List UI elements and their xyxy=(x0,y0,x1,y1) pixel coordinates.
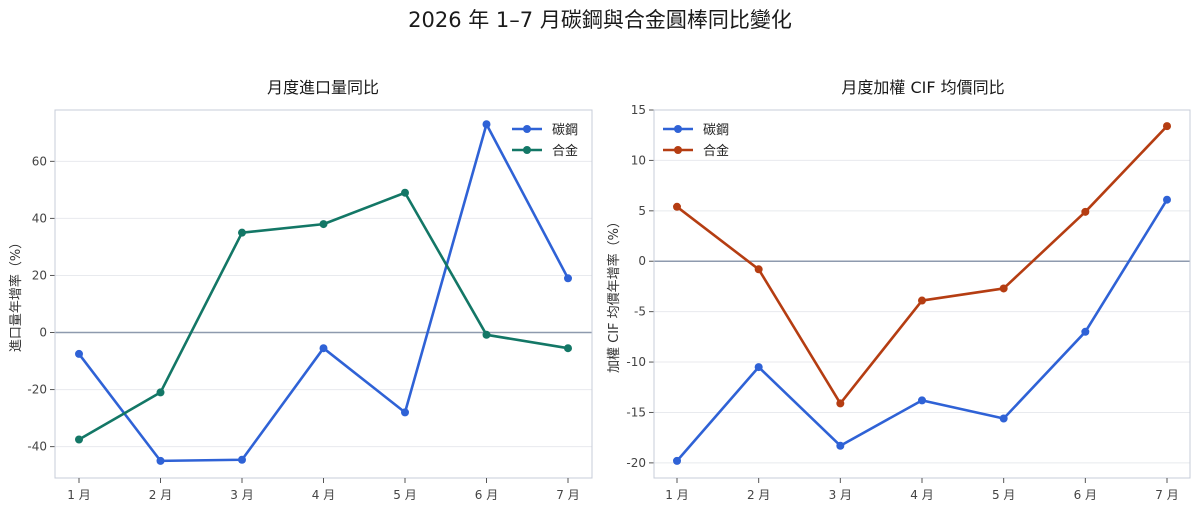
y-tick-label: -20 xyxy=(27,383,47,397)
data-point xyxy=(319,220,328,229)
data-point xyxy=(156,456,165,465)
series-line-1 xyxy=(676,199,1169,462)
y-tick-label: -5 xyxy=(634,305,646,319)
y-tick-label: -10 xyxy=(626,355,646,369)
y-tick-label: 20 xyxy=(32,268,47,282)
y-tick-label: 5 xyxy=(638,204,646,218)
data-point xyxy=(836,441,845,450)
chart-panel-2: 月度加權 CIF 均價同比 -20 -15 -10 -5 0 5 10 15 1 月 2 月 3 月 4… xyxy=(606,78,1191,502)
data-point xyxy=(238,228,246,237)
y-tick-label: -20 xyxy=(626,456,646,470)
data-point xyxy=(564,344,572,353)
data-point xyxy=(999,414,1008,423)
legend-swatch-marker xyxy=(523,125,531,133)
data-point xyxy=(836,399,845,408)
data-point xyxy=(754,363,763,372)
data-point xyxy=(401,408,409,417)
y-tick-label: -40 xyxy=(27,440,47,454)
data-point xyxy=(482,330,491,339)
legend-label: 合金 xyxy=(552,143,578,159)
y-tick-label: 15 xyxy=(631,103,646,117)
data-point xyxy=(673,456,681,465)
legend-label: 碳鋼 xyxy=(552,123,578,138)
series-line-1 xyxy=(77,122,570,463)
legend-swatch-marker xyxy=(523,146,531,154)
y-tick-label: 40 xyxy=(32,211,47,225)
data-point xyxy=(319,344,328,353)
x-tick-label: 5 月 xyxy=(393,488,416,502)
data-point xyxy=(1081,327,1090,336)
data-point xyxy=(75,349,83,358)
x-tick-label: 1 月 xyxy=(67,488,90,502)
y-tick-label: 0 xyxy=(638,254,646,268)
x-tick-label: 7 月 xyxy=(556,488,579,502)
y-tick-label: 10 xyxy=(631,153,646,167)
y-axis-label: 加權 CIF 均價年增率（%） xyxy=(606,215,622,373)
y-tick-label: 60 xyxy=(32,154,47,168)
legend-label: 合金 xyxy=(703,143,729,159)
x-tick-label: 4 月 xyxy=(312,488,335,502)
x-tick-label: 6 月 xyxy=(1074,488,1097,502)
data-point xyxy=(238,455,246,464)
data-point xyxy=(673,202,681,211)
y-tick-label: 0 xyxy=(39,326,47,340)
x-tick-label: 6 月 xyxy=(475,488,498,502)
data-point xyxy=(401,188,409,197)
panel-title: 月度進口量同比 xyxy=(267,78,379,97)
data-point xyxy=(754,265,763,274)
x-tick-label: 3 月 xyxy=(230,488,253,502)
legend-swatch-marker xyxy=(674,146,682,154)
data-point xyxy=(75,435,83,444)
data-point xyxy=(482,120,491,129)
legend-label: 碳鋼 xyxy=(703,123,729,138)
series-line-2 xyxy=(78,191,569,441)
data-point xyxy=(156,388,165,397)
x-tick-label: 1 月 xyxy=(665,488,688,502)
data-point xyxy=(1081,207,1090,216)
legend-swatch-marker xyxy=(674,125,682,133)
chart-panel-1: 月度進口量同比 -40 -20 0 20 40 60 1 月 2 月 3 月 4 月 5 月 6 月 7 … xyxy=(8,78,593,502)
panel-title: 月度加權 CIF 均價同比 xyxy=(841,78,1004,97)
data-point xyxy=(1163,195,1171,204)
x-tick-label: 4 月 xyxy=(910,488,933,502)
main-title: 2026 年 1–7 月碳鋼與合金圓棒同比變化 xyxy=(408,8,792,32)
data-point xyxy=(1163,122,1171,131)
data-point xyxy=(564,274,572,283)
x-tick-label: 7 月 xyxy=(1155,488,1178,502)
data-point xyxy=(999,284,1008,293)
x-tick-label: 5 月 xyxy=(992,488,1015,502)
x-tick-label: 3 月 xyxy=(829,488,852,502)
data-point xyxy=(918,296,926,305)
data-point xyxy=(918,396,926,405)
y-tick-label: -15 xyxy=(626,405,646,419)
y-axis-label: 進口量年增率（%） xyxy=(8,236,24,352)
x-tick-label: 2 月 xyxy=(149,488,172,502)
x-tick-label: 2 月 xyxy=(747,488,770,502)
plot-frame xyxy=(54,109,593,479)
